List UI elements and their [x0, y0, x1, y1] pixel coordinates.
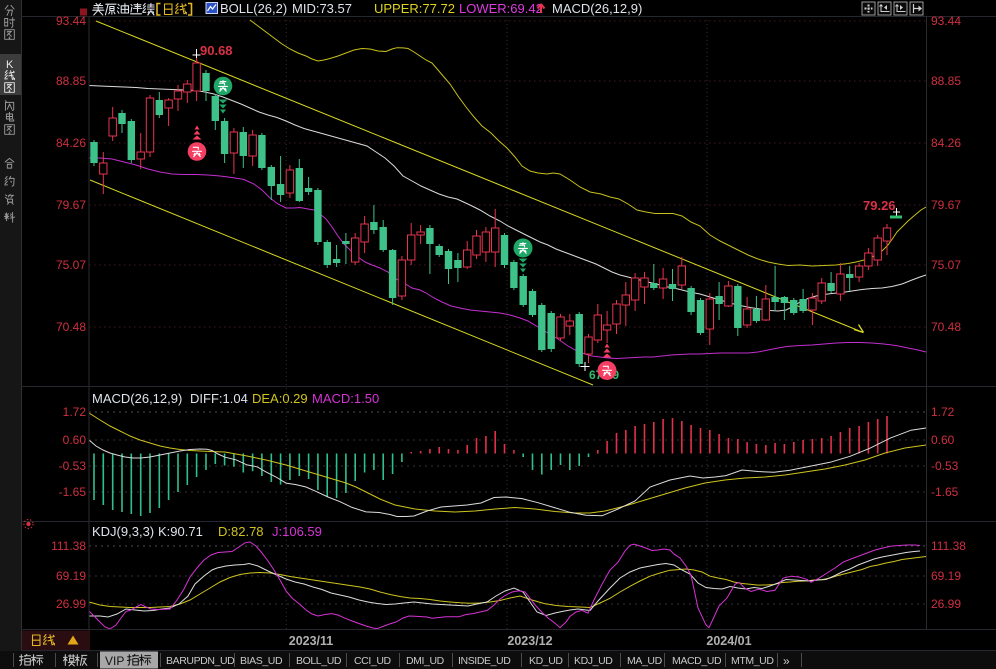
svg-text:BARUPDN_UD: BARUPDN_UD	[166, 655, 235, 667]
svg-text:79.67: 79.67	[931, 198, 961, 212]
svg-text:70.48: 70.48	[56, 320, 86, 334]
svg-text:75.07: 75.07	[931, 258, 961, 272]
svg-text:KDJ_UD: KDJ_UD	[574, 655, 613, 667]
svg-text:75.07: 75.07	[56, 258, 86, 272]
svg-text:MACD:1.50: MACD:1.50	[312, 391, 379, 406]
svg-text:-1.65: -1.65	[931, 485, 959, 499]
svg-text:J:106.59: J:106.59	[272, 524, 322, 539]
svg-text:-0.53: -0.53	[59, 459, 87, 473]
svg-text:69.19: 69.19	[56, 569, 86, 583]
svg-text:VIP: VIP	[105, 654, 124, 668]
svg-text:88.85: 88.85	[56, 74, 86, 88]
svg-text:INSIDE_UD: INSIDE_UD	[458, 655, 511, 667]
svg-text:93.44: 93.44	[56, 14, 86, 28]
svg-text:MACD_UD: MACD_UD	[672, 655, 722, 667]
svg-text:KD_UD: KD_UD	[529, 655, 563, 667]
svg-text:1.72: 1.72	[63, 405, 87, 419]
svg-text:90.68: 90.68	[200, 43, 233, 58]
svg-text:0.60: 0.60	[63, 433, 87, 447]
svg-text:111.38: 111.38	[931, 539, 966, 553]
svg-text:2023/11: 2023/11	[289, 634, 334, 648]
svg-text:K:90.71: K:90.71	[158, 524, 203, 539]
svg-text:26.99: 26.99	[56, 597, 86, 611]
svg-text:69.19: 69.19	[931, 569, 961, 583]
svg-text:MACD(26,12,9): MACD(26,12,9)	[92, 391, 182, 406]
svg-text:»: »	[783, 654, 790, 668]
svg-text:88.85: 88.85	[931, 74, 961, 88]
svg-text:-0.53: -0.53	[931, 459, 959, 473]
svg-text:D:82.78: D:82.78	[218, 524, 264, 539]
svg-text:MACD(26,12,9): MACD(26,12,9)	[552, 1, 642, 16]
svg-text:93.44: 93.44	[931, 14, 961, 28]
svg-text:2023/12: 2023/12	[507, 634, 552, 648]
svg-text:CCI_UD: CCI_UD	[354, 655, 392, 667]
svg-text:-1.65: -1.65	[59, 485, 87, 499]
svg-text:1.72: 1.72	[931, 405, 955, 419]
svg-text:LOWER:69.42: LOWER:69.42	[459, 1, 543, 16]
svg-text:2024/01: 2024/01	[706, 634, 751, 648]
svg-text:UPPER:77.72: UPPER:77.72	[374, 1, 455, 16]
svg-text:MA_UD: MA_UD	[627, 655, 663, 667]
svg-text:26.99: 26.99	[931, 597, 961, 611]
svg-text:K: K	[6, 59, 14, 71]
svg-text:BIAS_UD: BIAS_UD	[240, 655, 283, 667]
svg-text:79.26: 79.26	[863, 198, 896, 213]
svg-text:84.26: 84.26	[56, 136, 86, 150]
svg-text:BOLL_UD: BOLL_UD	[296, 655, 342, 667]
svg-text:DIFF:1.04: DIFF:1.04	[190, 391, 248, 406]
svg-text:111.38: 111.38	[51, 539, 86, 553]
svg-text:84.26: 84.26	[931, 136, 961, 150]
svg-text:0.60: 0.60	[931, 433, 955, 447]
svg-text:DMI_UD: DMI_UD	[406, 655, 445, 667]
svg-text:KDJ(9,3,3): KDJ(9,3,3)	[92, 524, 154, 539]
svg-text:79.67: 79.67	[56, 198, 86, 212]
svg-text:DEA:0.29: DEA:0.29	[252, 391, 308, 406]
svg-text:BOLL(26,2): BOLL(26,2)	[220, 1, 287, 16]
svg-text:MID:73.57: MID:73.57	[292, 1, 352, 16]
svg-text:MTM_UD: MTM_UD	[731, 655, 774, 667]
svg-text:70.48: 70.48	[931, 320, 961, 334]
